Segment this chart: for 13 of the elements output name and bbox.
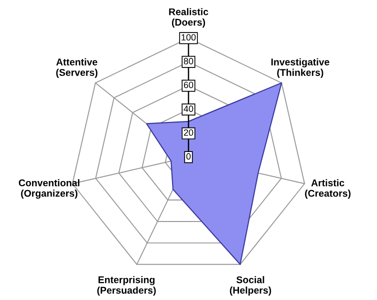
- y-tick-label: 0: [186, 153, 191, 160]
- y-tick-label: 60: [184, 82, 194, 88]
- spoke-label: Conventional (Organizers): [18, 179, 80, 199]
- spoke-label: Attentive (Servers): [56, 58, 98, 78]
- y-tick-label: 20: [184, 129, 194, 136]
- y-tick-label: 40: [184, 106, 194, 112]
- spoke-label: Artistic (Creators): [305, 179, 351, 199]
- y-tick-label: 100: [182, 34, 196, 41]
- spoke-label: Social (Helpers): [230, 276, 272, 296]
- spoke-label: Enterprising (Persuaders): [97, 276, 156, 296]
- spoke-label: Realistic (Doers): [169, 8, 208, 28]
- spoke-label: Investigative (Thinkers): [271, 58, 330, 78]
- y-tick-label: 80: [184, 58, 194, 64]
